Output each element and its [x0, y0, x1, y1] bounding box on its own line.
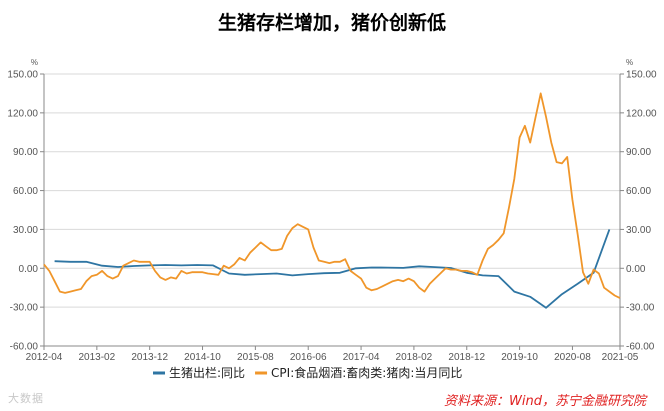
chart-title: 生猪存栏增加，猪价创新低 [217, 12, 446, 34]
legend-label-1: 生猪出栏:同比 [169, 365, 245, 380]
y-tick-label-right: 90.00 [626, 147, 651, 158]
x-tick-label: 2021-05 [602, 352, 639, 363]
x-axis: 2012-04 2013-02 2013-12 2014-10 2015-08 2016-… [26, 345, 639, 363]
y-tick-label-left: 150.00 [7, 70, 38, 81]
x-tick-label: 2019-10 [501, 352, 538, 363]
x-tick-label: 2018-12 [448, 352, 485, 363]
source-note: 资料来源：Wind，苏宁金融研究院 [444, 394, 646, 409]
x-tick-label: 2013-12 [131, 352, 168, 363]
legend: 生猪出栏:同比 CPI:食品烟酒:畜肉类:猪肉:当月同比 [153, 365, 462, 380]
x-tick-label: 2014-10 [184, 352, 221, 363]
y-tick-label-left: 30.00 [13, 225, 38, 236]
y-tick-label-right: -30.00 [626, 303, 655, 314]
y-tick-label-left: -30.00 [10, 303, 39, 314]
x-tick-label: 2012-04 [26, 352, 63, 363]
watermark-text: 大数据 [8, 392, 44, 405]
y-axis-left: 150.00 120.00 90.00 60.00 30.00 0.00 -30.00 -60… [7, 58, 45, 353]
y-tick-label-left: -60.00 [10, 342, 39, 353]
y-tick-label-right: 60.00 [626, 186, 651, 197]
x-tick-label: 2013-02 [78, 352, 115, 363]
legend-label-2: CPI:食品烟酒:畜肉类:猪肉:当月同比 [271, 365, 462, 380]
x-tick-label: 2020-08 [554, 352, 591, 363]
series-lines [43, 92, 621, 309]
y-tick-label-right: 150.00 [626, 70, 657, 81]
y-tick-label-left: 60.00 [13, 186, 38, 197]
x-tick-label: 2015-08 [237, 352, 274, 363]
series-line-2 [43, 92, 621, 299]
y-tick-label-left: 120.00 [7, 108, 38, 119]
y-tick-label-right: 0.00 [626, 264, 646, 275]
y-unit-right: % [626, 58, 633, 67]
y-tick-label-right: 30.00 [626, 225, 651, 236]
y-axis-right: 150.00 120.00 90.00 60.00 30.00 0.00 -30.00 -60… [619, 58, 657, 353]
y-tick-label-left: 90.00 [13, 147, 38, 158]
x-tick-label: 2017-04 [343, 352, 380, 363]
gridlines [44, 73, 620, 347]
y-unit-left: % [31, 58, 38, 67]
x-tick-label: 2018-02 [396, 352, 433, 363]
y-tick-label-right: -60.00 [626, 342, 655, 353]
series-line-1 [54, 229, 611, 309]
y-tick-label-left: 0.00 [19, 264, 39, 275]
x-tick-label: 2016-06 [290, 352, 327, 363]
y-tick-label-right: 120.00 [626, 108, 657, 119]
